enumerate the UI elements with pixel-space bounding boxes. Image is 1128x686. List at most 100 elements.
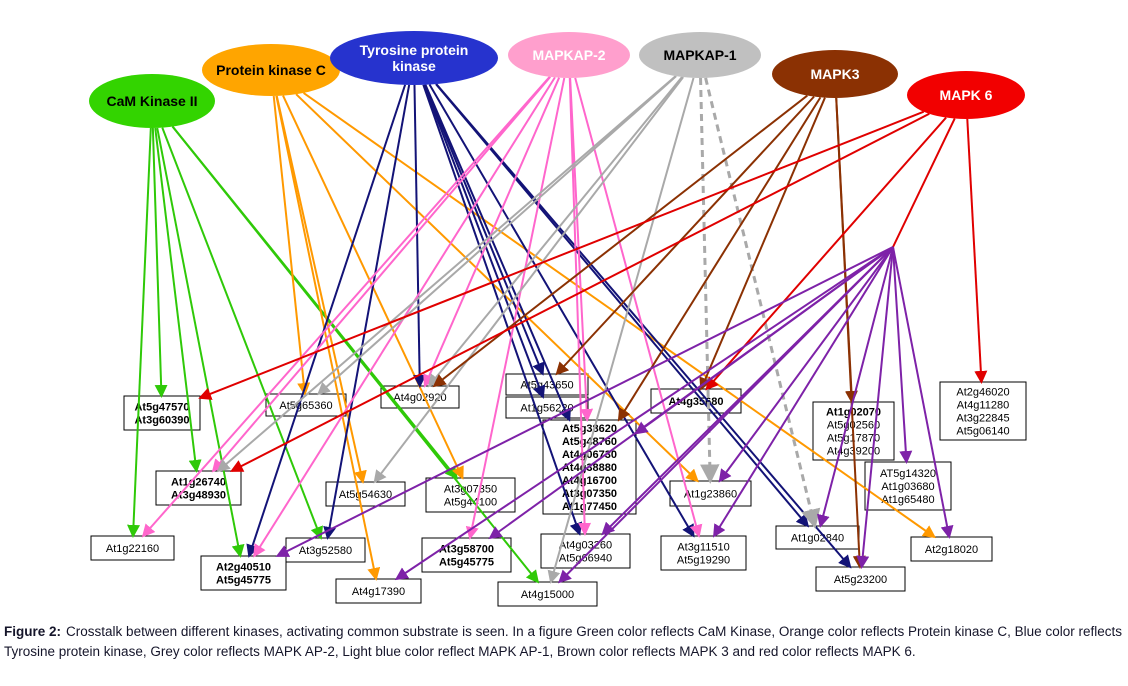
kinase-node-pkc: Protein kinase C <box>202 44 340 96</box>
substrate-node-b10: At1g26740 At3g48930 <box>155 470 242 506</box>
edge-hub-to-b16 <box>275 246 894 557</box>
kinase-ellipse <box>330 31 498 85</box>
kinase-node-map2: MAPKAP-2 <box>508 32 630 78</box>
kinase-ellipse <box>639 32 761 78</box>
edge-cam-to-b15 <box>127 127 152 538</box>
substrate-box <box>497 581 598 607</box>
edge-pkc-to-b2 <box>272 95 311 396</box>
kinase-ellipse <box>907 71 1025 119</box>
substrate-label: At3g11510 At5g19290 <box>677 542 730 567</box>
substrate-label: At1g02840 <box>791 533 844 545</box>
substrate-label: At1g26740 At3g48930 <box>171 477 226 502</box>
kinase-ellipse <box>202 44 340 96</box>
substrate-label: At3g58700 At5g45775 <box>439 544 494 569</box>
substrate-node-b12: At3g07350 At5g44100 <box>425 477 516 513</box>
kinase-label: MAPKAP-1 <box>663 47 736 63</box>
substrate-node-b17: At3g52580 <box>285 537 366 563</box>
substrate-label: At4g15000 <box>521 589 574 601</box>
substrate-box <box>660 535 747 571</box>
substrate-node-b25: At5g23200 <box>815 566 906 592</box>
edge-tyr-to-b17 <box>323 84 411 540</box>
substrate-node-b22: At2g18020 <box>910 536 993 562</box>
kinase-label: CaM Kinase II <box>106 93 197 109</box>
substrate-box <box>285 537 366 563</box>
substrate-label: At4g02920 <box>393 392 446 404</box>
edge-tyr-to-b20 <box>428 84 695 538</box>
kinase-ellipse <box>89 74 215 128</box>
edge-cam-to-b17 <box>161 127 323 540</box>
edge-tyr-to-b25 <box>435 83 852 569</box>
edge-map1-to-b21 <box>704 77 821 529</box>
substrate-label: At3g07350 At5g44100 <box>444 484 497 509</box>
edge-mapk6-to-b1 <box>198 110 925 400</box>
edge-pkc-to-b11 <box>275 95 367 484</box>
edge-mapk3-to-b25 <box>835 97 866 569</box>
kinase-node-map1: MAPKAP-1 <box>639 32 761 78</box>
edge-cam-to-b24 <box>171 125 540 584</box>
edge-map1-to-b3 <box>427 76 683 388</box>
substrate-label: At3g52580 <box>299 545 352 557</box>
substrate-box <box>200 555 287 591</box>
edge-hub-to-b14 <box>892 246 913 464</box>
substrate-node-b14: AT5g14320 At1g03680 At1g65480 <box>864 461 952 511</box>
substrate-label: At4g03260 At5g66940 <box>559 540 612 565</box>
edge-hub-to-b25 <box>856 246 894 569</box>
edge-mapk3-to-b7 <box>699 97 826 391</box>
substrate-box <box>939 381 1027 441</box>
substrate-box <box>421 537 512 573</box>
edge-map2-to-b10 <box>211 76 552 473</box>
kinase-node-mapk6: MAPK 6 <box>907 71 1025 119</box>
substrate-node-b23: At4g17390 <box>335 578 422 604</box>
substrate-box <box>669 480 752 507</box>
edge-map2-to-b15 <box>141 76 551 538</box>
edge-map1-to-b10 <box>216 75 677 473</box>
substrate-node-b19: At4g03260 At5g66940 <box>540 533 631 569</box>
edge-map2-to-b18 <box>465 77 566 540</box>
substrate-node-b3: At4g02920 <box>380 385 460 409</box>
kinase-node-cam: CaM Kinase II <box>89 74 215 128</box>
figure-caption-label: Figure 2: <box>4 624 62 639</box>
substrate-node-b9: At2g46020 At4g11280 At3g22845 At5g06140 <box>939 381 1027 441</box>
substrate-label: At2g40510 At5g45775 <box>216 562 271 587</box>
edge-tyr-to-b4 <box>423 84 545 376</box>
substrate-node-b6: At5g38620At5g48760At4g06730At4g38880At4g… <box>542 419 637 515</box>
substrate-label: At5g54630 <box>339 489 392 501</box>
edge-hub-to-b23 <box>394 246 894 581</box>
edge-pkc-to-b13 <box>295 93 699 483</box>
substrate-label: At1g23860 <box>684 489 737 501</box>
edge-map1-to-b24 <box>547 77 695 584</box>
substrate-label: At5g23200 <box>834 574 887 586</box>
edge-hub-to-b24 <box>558 246 894 584</box>
substrate-box <box>90 535 175 561</box>
edge-mapk6-to-b10 <box>229 112 930 472</box>
kinase-label: Tyrosine protein kinase <box>360 42 469 74</box>
kinase-label: Protein kinase C <box>216 62 326 78</box>
edge-tyr-to-b19 <box>422 84 583 536</box>
substrate-node-b24: At4g15000 <box>497 581 598 607</box>
substrate-node-b16: At2g40510 At5g45775 <box>200 555 287 591</box>
substrate-label: At5g47570 At3g60390 <box>134 402 189 427</box>
figure-caption: Figure 2: Crosstalk between different kin… <box>0 618 1128 661</box>
substrate-box <box>325 481 406 507</box>
substrate-box <box>425 477 516 513</box>
edge-hub-to-b22 <box>892 246 954 539</box>
substrate-label: At1g22160 <box>106 543 159 555</box>
edge-mapk3-to-b6 <box>617 96 822 422</box>
substrate-node-b18: At3g58700 At5g45775 <box>421 537 512 573</box>
kinase-node-mapk3: MAPK3 <box>772 50 898 98</box>
substrate-label: At5g65360 <box>279 400 332 412</box>
edge-map1-to-b13 <box>699 77 720 484</box>
edge-map2-to-b19 <box>568 77 592 536</box>
edge-cam-to-b10 <box>154 127 202 473</box>
kinase-ellipse <box>508 32 630 78</box>
edge-hub-to-b13 <box>718 246 894 483</box>
kinase-label: MAPK 6 <box>940 87 993 103</box>
substrate-node-b13: At1g23860 <box>669 480 752 507</box>
edge-hub-to-b21 <box>816 246 894 528</box>
substrate-box <box>815 566 906 592</box>
substrate-node-b20: At3g11510 At5g19290 <box>660 535 747 571</box>
substrate-label: At2g46020 At4g11280 At3g22845 At5g06140 <box>956 387 1009 438</box>
edge-map2-to-b3 <box>423 77 561 388</box>
substrate-node-b5: At1g56220 <box>505 396 589 419</box>
